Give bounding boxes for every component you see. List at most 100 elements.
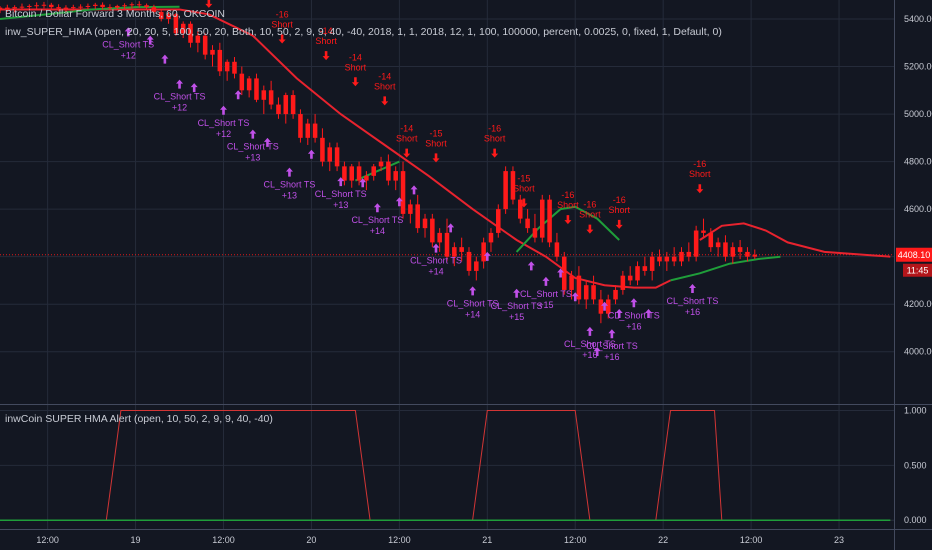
candle-body [122,5,127,7]
cover-arrow-icon [373,203,381,213]
candle-body [642,266,648,271]
cover-signal-label: CL_Short TS [447,298,499,308]
indicator-legend[interactable]: inw_SUPER_HMA (open, 20, 20, 5, 100, 50,… [5,26,722,38]
hma-line-falling [699,222,891,258]
price-tick-label: 4000.00 [904,347,932,357]
candle-body [737,247,743,252]
short-signal-label: Short [396,134,418,144]
cover-arrow-icon [337,177,345,187]
cover-signal-size: +16 [626,321,641,331]
cover-signal-label: CL_Short TS [154,92,206,102]
candle-body [290,95,296,115]
cover-signal-label: CL_Short TS [608,310,660,320]
candle-body [635,266,640,281]
short-signal-size: -16 [583,200,596,210]
candle-body [723,242,728,257]
candle-body [547,199,552,243]
short-arrow-icon [520,198,528,208]
candle-body [466,251,472,271]
short-arrow-icon [491,148,499,158]
candle-body [34,5,39,7]
candle-body [408,204,413,214]
time-tick-label: 22 [658,535,668,545]
cover-arrow-icon [447,223,455,233]
candle-body [349,166,355,181]
candle-body [136,4,142,6]
candle-body [539,199,545,238]
cover-signal-label: CL_Short TS [667,296,719,306]
alert-legend[interactable]: inwCoin SUPER HMA Alert (open, 10, 50, 2… [5,413,273,425]
candle-body [430,218,435,243]
short-arrow-icon [278,34,286,44]
cover-arrow-icon [307,149,315,159]
candle-body [276,104,281,115]
candle-body [195,35,201,43]
candle-body [518,199,523,219]
cover-arrow-icon [124,27,132,37]
candle-body [393,171,398,181]
candle-body [78,6,83,8]
candle-body [715,242,721,248]
time-tick-label: 12:00 [388,535,411,545]
cover-arrow-icon [615,308,623,318]
candle-body [254,78,259,100]
symbol-title[interactable]: Bitcoin / Dollar Forward 3 Months, 60, O… [5,8,225,20]
candle-body [224,61,230,72]
cover-arrow-icon [263,137,271,147]
candle-body [364,175,369,181]
short-signal-label: Short [271,20,293,30]
cover-signal-label: CL_Short TS [491,301,543,311]
cover-arrow-icon [146,35,154,45]
short-arrow-icon [403,148,411,158]
short-signal-size: -15 [517,174,530,184]
alert-axis[interactable]: 0.000 0.500 1.000 [904,405,927,525]
candle-body [576,275,582,300]
candle-body [657,256,662,262]
hma-line-rising [355,160,400,182]
short-signal-size: -14 [400,124,413,134]
cover-signal-label: CL_Short TS [586,341,638,351]
cover-arrow-icon [571,292,579,302]
candle-body [180,23,186,34]
candle-body [320,137,325,162]
cover-signal-label: CL_Short TS [315,189,367,199]
candle-body [422,218,428,229]
candle-body [210,49,215,55]
cover-signal-size: +12 [121,50,136,60]
candle-body [503,171,508,210]
cover-signal-size: +16 [582,350,597,360]
cover-arrow-icon [359,178,367,188]
alert-series-line [0,410,891,521]
short-signal-label: Short [557,200,579,210]
countdown-badge-box [903,263,932,277]
candle-body [56,7,61,9]
candle-body [415,204,420,229]
candle-body [378,161,384,167]
cover-arrow-icon [395,197,403,207]
short-signal-size: -15 [430,128,443,138]
candle-body [671,256,677,262]
cover-signal-label: CL_Short TS [102,39,154,49]
candle-body [107,7,113,9]
candle-body [386,161,391,181]
candle-body [327,147,333,162]
short-arrow-icon [205,0,213,8]
candle-body [679,251,684,262]
time-tick-label: 12:00 [740,535,763,545]
candle-body [598,299,604,314]
short-signal-size: -16 [613,195,626,205]
price-tick-label: 4600.00 [904,204,932,214]
cover-signal-size: +14 [370,226,385,236]
short-signal-label: Short [315,36,337,46]
candle-body [202,35,208,55]
candle-body [261,90,267,100]
time-axis[interactable]: 12:00 19 12:00 20 12:00 21 12:00 22 12:00 23 [36,535,844,545]
candle-body [481,242,486,262]
candle-body [664,256,670,262]
cover-signal-size: +16 [685,307,700,317]
hma-line-rising [0,5,180,20]
candle-body [525,218,530,229]
short-arrow-icon [322,51,330,61]
cover-signal-size: +13 [282,191,297,201]
